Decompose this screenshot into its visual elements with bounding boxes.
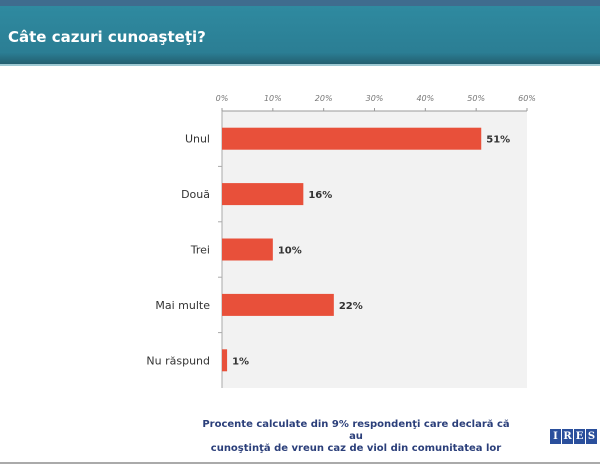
bar-3	[222, 293, 334, 316]
header-divider	[0, 64, 600, 66]
logo-letter: S	[586, 429, 597, 444]
x-tick-label: 30%	[366, 94, 384, 103]
ires-logo: I R E S	[550, 429, 597, 444]
logo-letter: E	[574, 429, 585, 444]
bar-1	[222, 183, 304, 206]
category-label: Nu răspund	[146, 354, 210, 367]
bottom-divider	[0, 462, 600, 464]
top-bar	[0, 0, 600, 6]
data-label: 51%	[486, 135, 510, 146]
category-label: Mai multe	[155, 299, 210, 312]
bar-4	[222, 349, 228, 372]
category-label: Unul	[185, 133, 210, 146]
category-label: Trei	[190, 244, 210, 257]
category-label: Două	[181, 188, 210, 201]
logo-letter: I	[550, 429, 561, 444]
x-tick-label: 60%	[518, 94, 536, 103]
data-label: 10%	[278, 246, 302, 257]
logo-letter: R	[562, 429, 573, 444]
slide-title: Câte cazuri cunoaşteţi?	[8, 28, 206, 46]
data-label: 16%	[308, 190, 332, 201]
slide-header: Câte cazuri cunoaşteţi?	[0, 6, 600, 64]
data-label: 1%	[232, 356, 249, 367]
x-tick-label: 50%	[467, 94, 485, 103]
x-tick-label: 0%	[216, 94, 229, 103]
x-tick-label: 10%	[264, 94, 282, 103]
data-label: 22%	[339, 301, 363, 312]
footnote: Procente calculate din 9% respondenţi ca…	[200, 419, 512, 455]
bar-2	[222, 238, 273, 261]
x-tick-label: 20%	[315, 94, 333, 103]
x-tick-label: 40%	[416, 94, 434, 103]
footnote-line-1: Procente calculate din 9% respondenţi ca…	[202, 419, 510, 442]
footnote-line-2: cunoştinţă de vreun caz de viol din comu…	[210, 443, 502, 454]
bar-0	[222, 127, 482, 150]
